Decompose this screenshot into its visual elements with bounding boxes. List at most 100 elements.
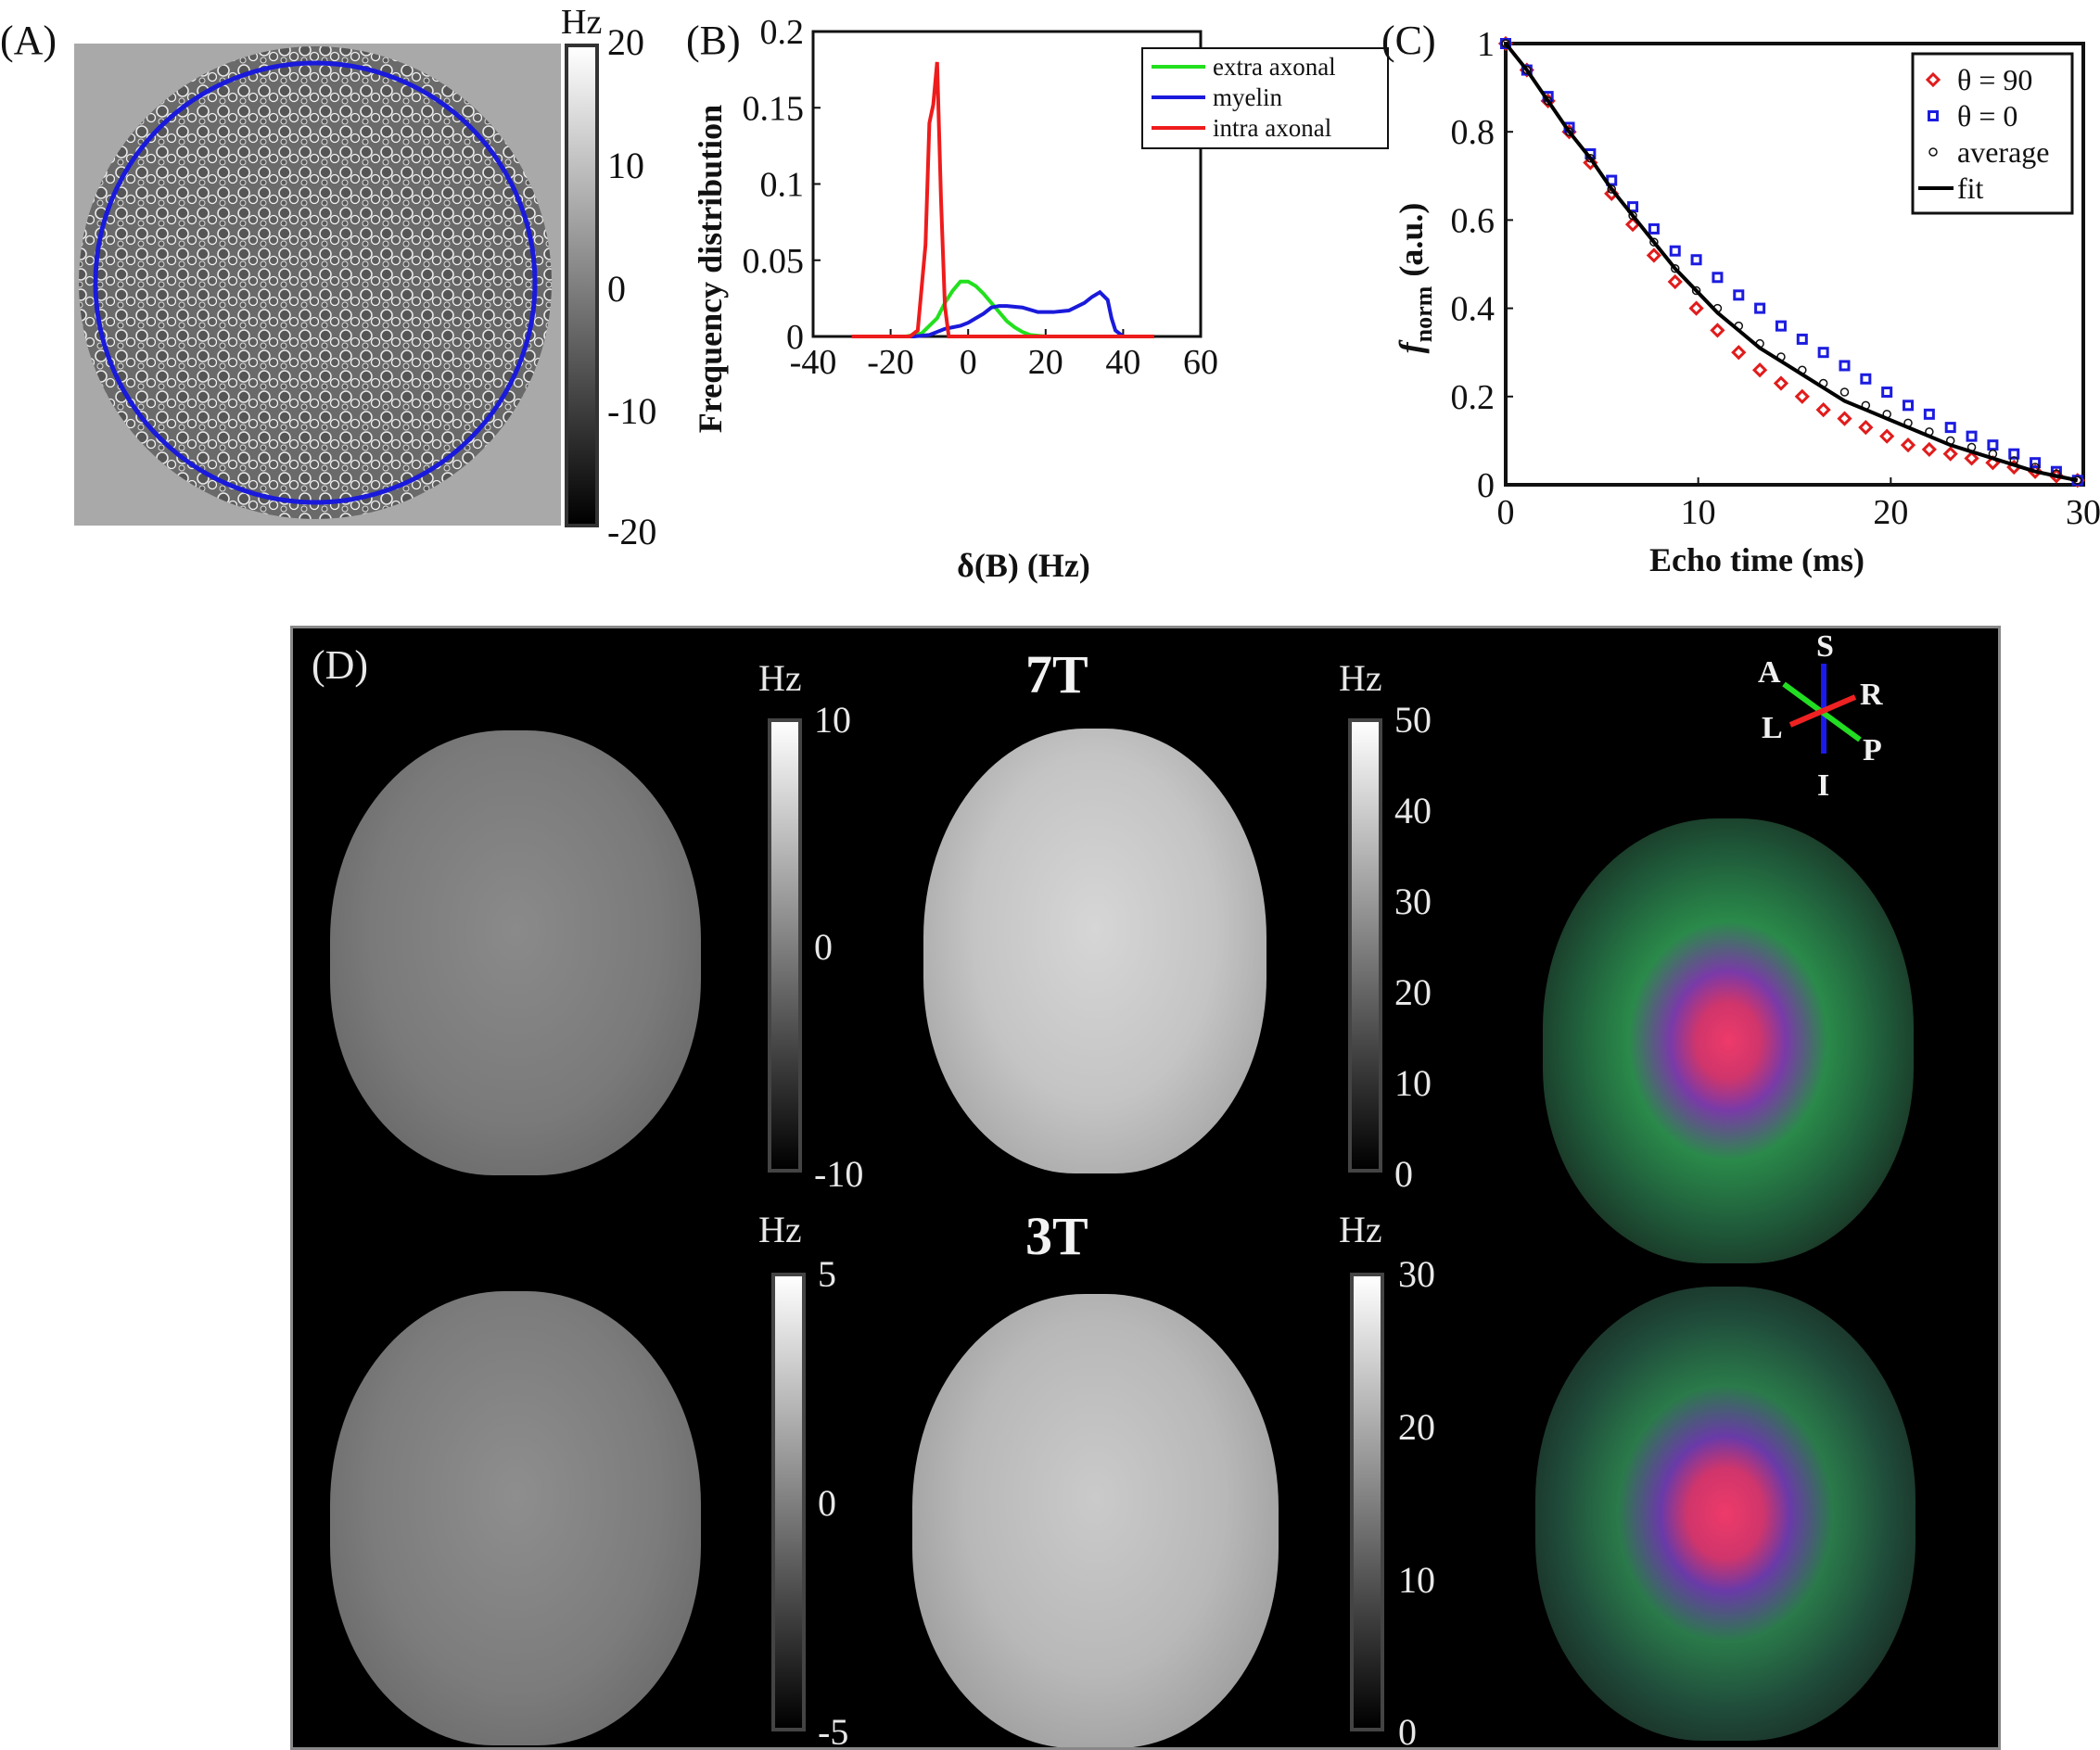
chart-c-point-theta-0 bbox=[2030, 457, 2042, 469]
axon-field-map bbox=[74, 44, 561, 526]
cbar-7t-right-tick: 30 bbox=[1394, 881, 1432, 922]
cbar-3t-left-tick: 5 bbox=[818, 1253, 836, 1295]
orientation-label-l: L bbox=[1762, 711, 1783, 745]
chart-c-point-theta-0 bbox=[1754, 302, 1766, 314]
chart-b-legend-label: intra axonal bbox=[1213, 114, 1331, 142]
chart-c-legend-swatch bbox=[1928, 110, 1939, 121]
brain-3t-dti-color-map bbox=[1535, 1287, 1915, 1741]
chart-b-y-tick-label: 0.15 bbox=[743, 89, 805, 128]
chart-c-x-axis-label: Echo time (ms) bbox=[1649, 541, 1865, 578]
chart-c-point-theta-90 bbox=[1921, 441, 1937, 458]
chart-c-point-theta-0 bbox=[1966, 430, 1978, 442]
panel-c-label: (C) bbox=[1381, 18, 1436, 63]
cbar-7t-right-tick: 40 bbox=[1394, 790, 1432, 831]
colorbar-a-unit: Hz bbox=[561, 3, 603, 42]
cbar-7t-left-tick: 10 bbox=[814, 699, 851, 741]
chart-c-point-average bbox=[1564, 127, 1574, 136]
chart-c-legend-label: θ = 90 bbox=[1957, 63, 2032, 96]
chart-c-point-theta-0 bbox=[1627, 201, 1639, 213]
cbar-7t-right-tick: 10 bbox=[1394, 1062, 1432, 1104]
chart-b-y-axis-label: Frequency distribution bbox=[692, 105, 729, 433]
chart-c-y-tick-label: 0.4 bbox=[1451, 290, 1495, 329]
brain-7t-dti-color-map bbox=[1543, 818, 1914, 1263]
chart-c-x-tick-label: 30 bbox=[2066, 493, 2100, 532]
chart-c-point-theta-0 bbox=[2008, 448, 2020, 460]
cbar-7t-left-unit: Hz bbox=[758, 657, 802, 699]
chart-c-echo-decay: 0 10 20 30 0 0.2 0.4 0.6 0.8 1 θ = 90θ = 0average… bbox=[1393, 25, 2100, 578]
orientation-label-p: P bbox=[1863, 733, 1882, 767]
chart-c-point-average bbox=[1691, 285, 1701, 296]
cbar-3t-left-tick: 0 bbox=[818, 1482, 836, 1524]
cbar-7t-left-tick: -10 bbox=[814, 1153, 864, 1195]
panel-a-label: (A) bbox=[0, 18, 57, 63]
chart-c-point-theta-0 bbox=[1775, 320, 1787, 332]
field-strength-7t: 7T bbox=[1025, 644, 1088, 704]
field-strength-3t: 3T bbox=[1025, 1206, 1088, 1266]
chart-c-point-average bbox=[1543, 96, 1553, 106]
chart-c-point-theta-90 bbox=[1900, 438, 1916, 453]
region-of-interest-ring bbox=[93, 60, 538, 505]
chart-c-point-average bbox=[1501, 39, 1510, 48]
chart-c-point-theta-90 bbox=[1794, 388, 1810, 404]
cbar-7t-right-unit: Hz bbox=[1339, 657, 1382, 699]
colorbar-a bbox=[565, 44, 599, 527]
chart-c-y-tick-label: 0.6 bbox=[1451, 201, 1495, 240]
panel-d-label: (D) bbox=[312, 642, 369, 688]
panel-d-mri-maps: (D) 7T 3T Hz 10 0 -10 Hz 50 40 30 20 10 … bbox=[290, 626, 2001, 1750]
brain-7t-frequency-map bbox=[923, 729, 1266, 1173]
brain-3t-frequency-difference-map bbox=[330, 1291, 701, 1745]
chart-b-x-tick-label: 0 bbox=[960, 343, 977, 382]
chart-c-point-theta-90 bbox=[1964, 450, 1979, 466]
chart-c-point-theta-0 bbox=[1923, 408, 1935, 420]
chart-b-legend-label: myelin bbox=[1213, 83, 1282, 111]
chart-c-y-tick-label: 0.8 bbox=[1451, 113, 1495, 152]
orientation-label-s: S bbox=[1816, 629, 1834, 664]
chart-b-x-tick-label: 40 bbox=[1105, 343, 1140, 382]
chart-c-point-theta-90 bbox=[1646, 247, 1662, 263]
cbar-3t-right-tick: 0 bbox=[1398, 1711, 1417, 1750]
chart-c-y-tick-label: 1 bbox=[1477, 25, 1495, 64]
chart-b-series-line bbox=[851, 289, 1154, 338]
chart-c-point-theta-0 bbox=[1839, 360, 1851, 372]
brain-7t-frequency-difference-map bbox=[330, 730, 701, 1175]
chart-c-fit-line bbox=[1504, 42, 2079, 483]
chart-c-y-tick-label: 0 bbox=[1477, 466, 1495, 505]
chart-c-point-average bbox=[1607, 184, 1616, 194]
chart-c-point-theta-0 bbox=[1944, 422, 1956, 434]
chart-c-legend-swatch bbox=[1928, 147, 1938, 157]
chart-c-point-theta-90 bbox=[1667, 273, 1683, 290]
cbar-3t-right-tick: 20 bbox=[1398, 1406, 1435, 1448]
colorbar-a-tick: -10 bbox=[607, 390, 657, 432]
chart-c-point-theta-90 bbox=[1731, 345, 1747, 361]
chart-c-point-theta-90 bbox=[1858, 419, 1874, 436]
chart-b-legend-label: extra axonal bbox=[1213, 53, 1336, 81]
cbar-7t-right bbox=[1348, 718, 1382, 1173]
chart-b-frequency-distribution: -40 -20 0 20 40 60 0 0.05 0.1 0.15 0.2 extra axona… bbox=[692, 13, 1389, 584]
panel-b-label: (B) bbox=[686, 18, 741, 63]
chart-c-point-theta-0 bbox=[1860, 373, 1872, 385]
chart-b-y-tick-label: 0 bbox=[786, 318, 804, 357]
chart-c-point-theta-0 bbox=[1669, 245, 1681, 257]
cbar-3t-right-tick: 10 bbox=[1398, 1559, 1435, 1601]
chart-c-point-theta-0 bbox=[1881, 387, 1893, 399]
chart-c-point-theta-0 bbox=[1903, 399, 1915, 412]
cbar-7t-left-tick: 0 bbox=[814, 926, 833, 968]
chart-c-point-theta-0 bbox=[1712, 272, 1724, 284]
svg-text:fnorm(a.u.): fnorm (a.u.) bbox=[1393, 203, 1437, 354]
chart-c-y-label-sub: norm bbox=[1410, 285, 1437, 342]
chart-c-point-theta-90 bbox=[1879, 428, 1895, 444]
chart-c-x-tick-label: 10 bbox=[1681, 493, 1716, 532]
chart-c-point-theta-90 bbox=[1710, 323, 1725, 338]
orientation-label-i: I bbox=[1817, 768, 1829, 803]
chart-c-y-tick-label: 0.2 bbox=[1451, 378, 1495, 417]
cbar-3t-left bbox=[771, 1273, 806, 1731]
chart-c-legend-swatch bbox=[1925, 71, 1941, 88]
chart-c-point-average bbox=[1670, 264, 1680, 273]
chart-c-point-theta-90 bbox=[1688, 300, 1704, 316]
chart-c-point-theta-90 bbox=[1773, 375, 1789, 391]
chart-c-legend-label: θ = 0 bbox=[1957, 99, 2017, 133]
chart-c-point-average bbox=[1839, 387, 1850, 397]
chart-c-point-theta-0 bbox=[1987, 439, 1999, 451]
cbar-7t-right-tick: 20 bbox=[1394, 971, 1432, 1013]
colorbar-a-tick: -20 bbox=[607, 511, 657, 552]
